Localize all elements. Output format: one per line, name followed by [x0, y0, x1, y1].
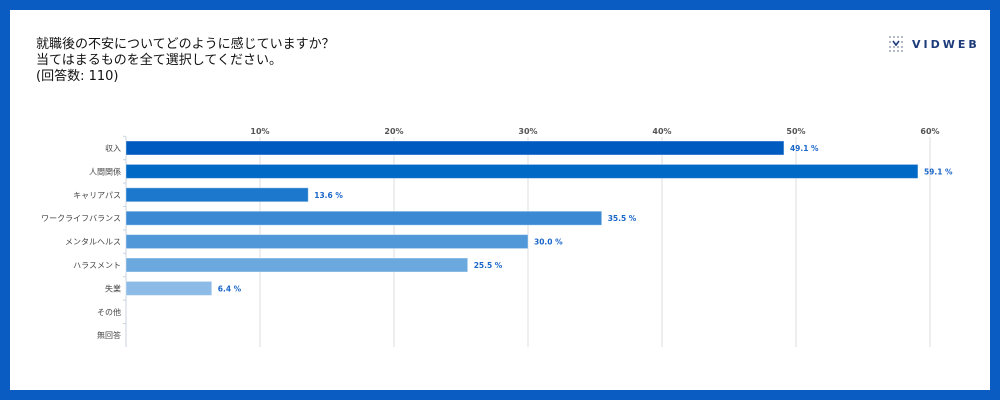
- data-label: 30.0 %: [534, 238, 563, 247]
- x-tick-label: 30%: [518, 127, 537, 136]
- bar: [125, 140, 785, 156]
- x-tick-label: 20%: [384, 127, 403, 136]
- data-label: 59.1 %: [924, 167, 953, 176]
- y-category-label: 失業: [105, 283, 121, 293]
- bar: [125, 210, 603, 226]
- chart-title: 就職後の不安についてどのように感じていますか？ 当てはまるものを全て選択してくだ…: [36, 37, 335, 85]
- bar: [125, 187, 309, 203]
- vidweb-logo: VIDWEB: [888, 35, 980, 53]
- y-category-label: ワークライフバランス: [41, 214, 121, 223]
- title-line-3: (回答数: 110): [36, 69, 119, 84]
- y-category-label: キャリアパス: [73, 191, 121, 200]
- x-tick-label: 60%: [920, 127, 939, 136]
- y-category-label: 収入: [105, 143, 121, 153]
- logo-text: VIDWEB: [912, 37, 980, 51]
- x-tick-label: 10%: [250, 127, 269, 136]
- data-label: 25.5 %: [474, 261, 503, 270]
- y-category-label: ハラスメント: [73, 261, 121, 270]
- y-category-label: その他: [97, 307, 121, 317]
- logo-dots-icon: [889, 36, 903, 52]
- data-label: 13.6 %: [314, 191, 343, 200]
- title-line-2: 当てはまるものを全て選択してください。: [36, 53, 282, 68]
- data-label: 6.4 %: [218, 284, 242, 293]
- data-label: 49.1 %: [790, 144, 819, 153]
- bar: [125, 234, 529, 250]
- bar: [125, 280, 213, 296]
- bar: [125, 163, 919, 179]
- y-category-label: 無回答: [97, 330, 121, 340]
- bar: [125, 257, 469, 273]
- y-category-label: 人間関係: [89, 167, 121, 176]
- title-line-1: 就職後の不安についてどのように感じていますか？: [36, 37, 335, 52]
- x-tick-label: 50%: [786, 127, 805, 136]
- data-label: 35.5 %: [608, 214, 637, 223]
- x-tick-label: 40%: [652, 127, 671, 136]
- y-category-label: メンタルヘルス: [65, 238, 121, 247]
